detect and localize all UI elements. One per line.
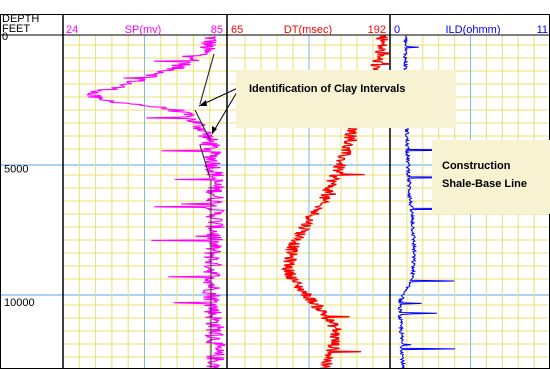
- depth-tick-5000: 5000: [4, 164, 28, 176]
- shale-callout-line2: Shale-Base Line: [442, 178, 527, 190]
- depth-label-line1: DEPTH: [2, 13, 39, 25]
- depth-label-line2: FEET: [2, 23, 30, 35]
- sp-max-label: 85: [211, 24, 223, 36]
- sp-track-title: SP(mv): [125, 24, 162, 36]
- annotation-arrows: [194, 53, 241, 369]
- sp-min-label: 24: [66, 24, 78, 36]
- track-header: DEPTH FEET 0 24 SP(mv) 85 65 DT(msec) 19…: [2, 13, 548, 43]
- depth-tick-10000: 10000: [4, 297, 35, 309]
- depth-label-zero: 0: [2, 31, 8, 43]
- shale-callout-line1: Construction: [442, 160, 511, 172]
- dt-track-title: DT(msec): [284, 24, 332, 36]
- ild-track-title: ILD(ohmm): [445, 24, 500, 36]
- shale-base-line-callout: Construction Shale-Base Line: [432, 140, 550, 214]
- ild-max-label: 11: [537, 24, 548, 36]
- depth-tick-labels: 5000 10000: [4, 164, 35, 310]
- dt-min-label: 65: [231, 24, 243, 36]
- ild-min-label: 0: [394, 24, 400, 36]
- curve-0: [86, 35, 226, 369]
- dt-max-label: 192: [368, 24, 386, 36]
- clay-intervals-callout: Identification of Clay Intervals: [236, 70, 456, 128]
- clay-intervals-text: Identification of Clay Intervals: [249, 83, 406, 95]
